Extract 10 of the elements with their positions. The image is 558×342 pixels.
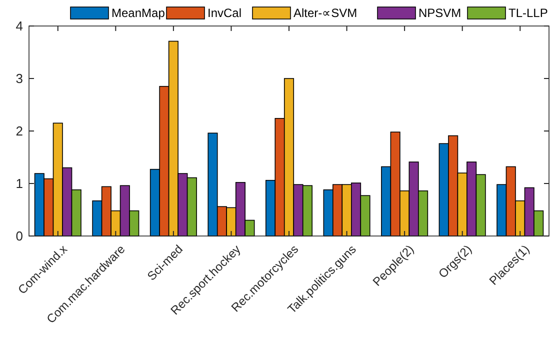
y-tick-label: 4 (16, 18, 23, 34)
y-tick-label: 0 (16, 228, 23, 244)
y-tick-label: 2 (16, 124, 23, 139)
y-tick-label: 3 (16, 71, 23, 86)
y-tick-label: 1 (16, 176, 23, 192)
legend-label: TL-LLP (508, 6, 548, 20)
legend-label: NPSVM (418, 6, 462, 20)
legend-label: Alter-∝SVM (294, 6, 358, 20)
legend-label: InvCal (208, 6, 242, 20)
legend-label: MeanMap (112, 6, 166, 20)
